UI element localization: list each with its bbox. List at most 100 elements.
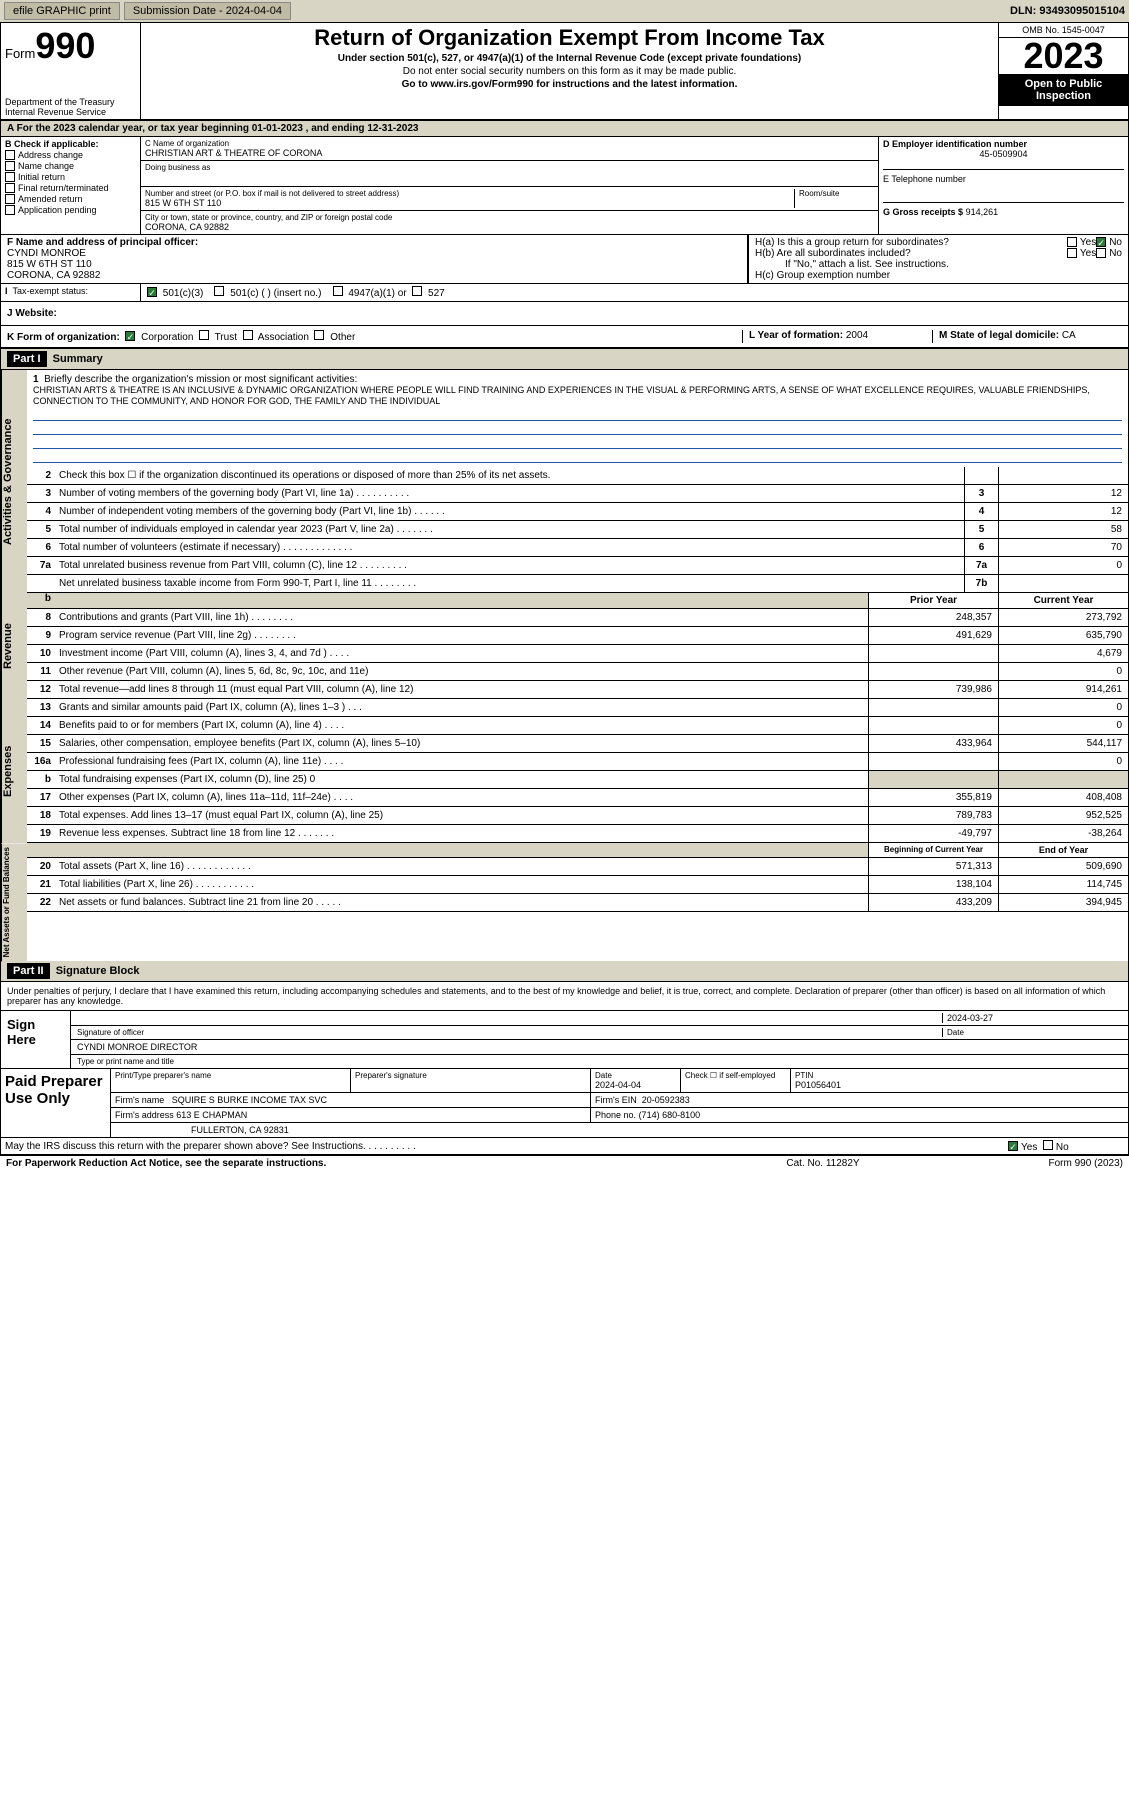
checkbox-final-return[interactable] [5, 183, 15, 193]
discuss-no[interactable] [1043, 1140, 1053, 1150]
col-current-year: Current Year [998, 593, 1128, 608]
l-label: L Year of formation: [749, 330, 843, 341]
state-domicile: CA [1062, 330, 1076, 341]
line-b: bTotal fundraising expenses (Part IX, co… [27, 771, 1128, 789]
ein-value: 45-0509904 [883, 149, 1124, 159]
chk-501c[interactable] [214, 286, 224, 296]
col-b: B Check if applicable: Address change Na… [1, 137, 141, 234]
line-16a: 16aProfessional fundraising fees (Part I… [27, 753, 1128, 771]
open-public-badge: Open to Public Inspection [999, 74, 1128, 106]
line-4: 4Number of independent voting members of… [27, 503, 1128, 521]
dln-label: DLN: 93493095015104 [1010, 5, 1125, 17]
vtab-governance: Activities & Governance [1, 370, 27, 593]
line-21: 21Total liabilities (Part X, line 26) . … [27, 876, 1128, 894]
ha-label: H(a) Is this a group return for subordin… [755, 237, 1067, 248]
line-: Net unrelated business taxable income fr… [27, 575, 1128, 593]
section-bcd: B Check if applicable: Address change Na… [1, 137, 1128, 235]
c-name-label: C Name of organization [145, 139, 874, 148]
f-label: F Name and address of principal officer: [7, 237, 741, 248]
gross-receipts: 914,261 [966, 207, 999, 217]
part1-header: Part I Summary [1, 349, 1128, 370]
chk-501c3[interactable]: ✓ [147, 287, 157, 297]
firm-ein: 20-0592383 [642, 1095, 690, 1105]
top-bar: efile GRAPHIC print Submission Date - 20… [0, 0, 1129, 22]
chk-corp[interactable]: ✓ [125, 331, 135, 341]
form-header: Form990 Department of the Treasury Inter… [1, 23, 1128, 121]
hc-label: H(c) Group exemption number [755, 270, 1122, 281]
line-15: 15Salaries, other compensation, employee… [27, 735, 1128, 753]
org-name: CHRISTIAN ART & THEATRE OF CORONA [145, 148, 874, 158]
line-7a: 7aTotal unrelated business revenue from … [27, 557, 1128, 575]
chk-4947[interactable] [333, 286, 343, 296]
line-13: 13Grants and similar amounts paid (Part … [27, 699, 1128, 717]
netassets-section: Net Assets or Fund Balances Beginning of… [1, 843, 1128, 961]
col-d: D Employer identification number45-05099… [878, 137, 1128, 234]
governance-section: Activities & Governance 1 Briefly descri… [1, 370, 1128, 593]
officer-city: CORONA, CA 92882 [7, 270, 741, 281]
ha-no[interactable]: ✓ [1096, 237, 1106, 247]
footer-catno: Cat. No. 11282Y [723, 1158, 923, 1169]
chk-other[interactable] [314, 330, 324, 340]
j-label: J Website: [7, 308, 57, 319]
officer-name: CYNDI MONROE [7, 248, 741, 259]
i-label: Tax-exempt status: [13, 286, 89, 296]
checkbox-amended[interactable] [5, 194, 15, 204]
section-j: J Website: [1, 302, 1128, 326]
col-c: C Name of organizationCHRISTIAN ART & TH… [141, 137, 878, 234]
sign-here-row: Sign Here 2024-03-27 Signature of office… [1, 1010, 1128, 1068]
dba-label: Doing business as [145, 163, 874, 172]
year-formation: 2004 [846, 330, 868, 341]
line-14: 14Benefits paid to or for members (Part … [27, 717, 1128, 735]
line-2: 2Check this box ☐ if the organization di… [27, 467, 1128, 485]
chk-assoc[interactable] [243, 330, 253, 340]
line-3: 3Number of voting members of the governi… [27, 485, 1128, 503]
line-20: 20Total assets (Part X, line 16) . . . .… [27, 858, 1128, 876]
form-container: Form990 Department of the Treasury Inter… [0, 22, 1129, 1156]
footer-paperwork: For Paperwork Reduction Act Notice, see … [6, 1158, 723, 1169]
addr-label: Number and street (or P.O. box if mail i… [145, 189, 794, 198]
form-note: Do not enter social security numbers on … [147, 66, 992, 77]
checkbox-initial-return[interactable] [5, 172, 15, 182]
b-label: B Check if applicable: [5, 139, 136, 149]
section-fh: F Name and address of principal officer:… [1, 235, 1128, 284]
vtab-revenue: Revenue [1, 593, 27, 699]
form-title: Return of Organization Exempt From Incom… [147, 25, 992, 51]
efile-button[interactable]: efile GRAPHIC print [4, 2, 120, 20]
discuss-yes[interactable]: ✓ [1008, 1141, 1018, 1151]
submission-date-button[interactable]: Submission Date - 2024-04-04 [124, 2, 291, 20]
form-number: 990 [35, 25, 95, 66]
line-10: 10Investment income (Part VIII, column (… [27, 645, 1128, 663]
expenses-section: Expenses 13Grants and similar amounts pa… [1, 699, 1128, 843]
checkbox-address-change[interactable] [5, 150, 15, 160]
m-label: M State of legal domicile: [939, 330, 1059, 341]
dept-label: Department of the Treasury Internal Reve… [5, 97, 136, 117]
line-8: 8Contributions and grants (Part VIII, li… [27, 609, 1128, 627]
form-word: Form [5, 46, 35, 61]
section-i: I Tax-exempt status: ✓ 501(c)(3) 501(c) … [1, 284, 1128, 302]
paid-preparer-label: Paid Preparer Use Only [1, 1069, 111, 1137]
firm-name: SQUIRE S BURKE INCOME TAX SVC [172, 1095, 327, 1105]
ptin: P01056401 [795, 1080, 1124, 1090]
hb-no[interactable] [1096, 248, 1106, 258]
checkbox-name-change[interactable] [5, 161, 15, 171]
line-9: 9Program service revenue (Part VIII, lin… [27, 627, 1128, 645]
section-klm: K Form of organization: ✓ Corporation Tr… [1, 326, 1128, 349]
discuss-row: May the IRS discuss this return with the… [1, 1137, 1128, 1155]
e-label: E Telephone number [883, 174, 1124, 184]
firm-city: FULLERTON, CA 92831 [111, 1123, 1128, 1137]
tax-year-line: A For the 2023 calendar year, or tax yea… [1, 121, 1128, 137]
chk-527[interactable] [412, 286, 422, 296]
h-section: H(a) Is this a group return for subordin… [748, 235, 1128, 283]
footer: For Paperwork Reduction Act Notice, see … [0, 1156, 1129, 1171]
line-6: 6Total number of volunteers (estimate if… [27, 539, 1128, 557]
ha-yes[interactable] [1067, 237, 1077, 247]
firm-phone: (714) 680-8100 [639, 1110, 701, 1120]
officer-addr: 815 W 6TH ST 110 [7, 259, 741, 270]
firm-addr: 613 E CHAPMAN [176, 1110, 247, 1120]
chk-trust[interactable] [199, 330, 209, 340]
org-address: 815 W 6TH ST 110 [145, 198, 794, 208]
hb-yes[interactable] [1067, 248, 1077, 258]
paid-preparer-row: Paid Preparer Use Only Print/Type prepar… [1, 1068, 1128, 1137]
checkbox-application-pending[interactable] [5, 205, 15, 215]
city-label: City or town, state or province, country… [145, 213, 874, 222]
